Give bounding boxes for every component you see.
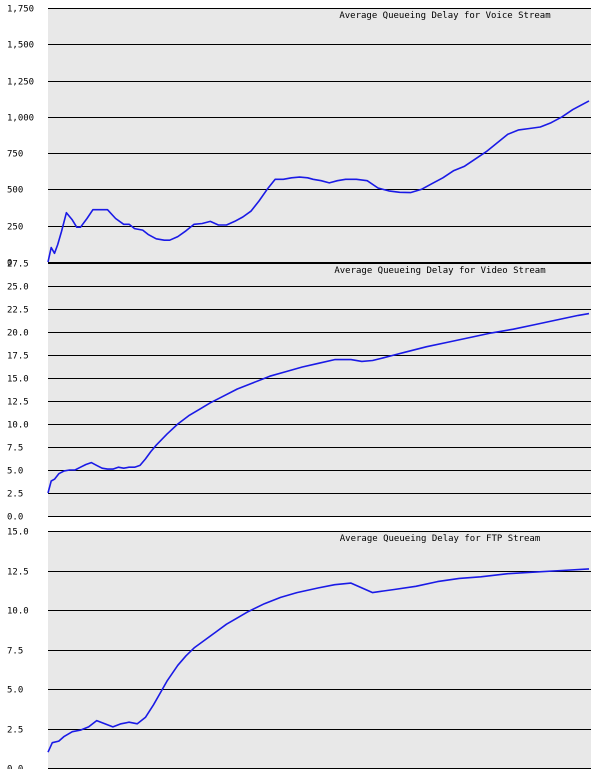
voice-y-tick-label: 1,250	[7, 78, 34, 88]
voice-chart-title: Average Queueing Delay for Voice Stream	[339, 11, 550, 21]
video-y-tick-label: 5.0	[7, 467, 23, 477]
video-y-tick-label: 17.5	[7, 352, 29, 362]
video-y-tick-label: 10.0	[7, 421, 29, 431]
video-y-tick-label: 22.5	[7, 306, 29, 316]
ftp-plot-area	[48, 531, 591, 768]
video-y-tick-label: 12.5	[7, 398, 29, 408]
ftp-y-tick-label: 7.5	[7, 647, 23, 657]
video-y-tick-label: 0.0	[7, 513, 23, 523]
voice-delay-chart: 0 250 500 750 1,000 1,250 1,500 1,750 Average Qu…	[7, 5, 591, 269]
voice-plot-area	[48, 8, 591, 262]
voice-y-tick-label: 0	[7, 259, 12, 269]
video-plot-area	[48, 263, 591, 516]
ftp-chart-title: Average Queueing Delay for FTP Stream	[340, 534, 540, 544]
voice-delay-series-line	[47, 100, 590, 263]
video-y-tick-label: 7.5	[7, 444, 23, 454]
voice-y-tick-label: 250	[7, 223, 23, 233]
ftp-y-tick-label: 5.0	[7, 686, 23, 696]
video-y-tick-label: 25.0	[7, 283, 29, 293]
video-y-tick-label: 15.0	[7, 375, 29, 385]
video-y-tick-label: 2.5	[7, 490, 23, 500]
voice-y-tick-label: 750	[7, 150, 23, 160]
ftp-delay-chart: 0.0 2.5 5.0 7.5 10.0 12.5 15.0 Average Queueing…	[7, 528, 591, 769]
voice-y-tick-label: 500	[7, 186, 23, 196]
voice-y-tick-label: 1,750	[7, 5, 34, 15]
ftp-y-tick-label: 15.0	[7, 528, 29, 538]
video-delay-chart: 0.0 2.5 5.0 7.5 10.0 12.5 15.0 17.5 20.0 22.5 25.0…	[7, 260, 591, 523]
ftp-y-tick-label: 0.0	[7, 765, 23, 769]
video-chart-title: Average Queueing Delay for Video Stream	[334, 266, 545, 276]
video-delay-series-line	[47, 312, 590, 494]
voice-y-tick-label: 1,000	[7, 114, 34, 124]
ftp-y-tick-label: 2.5	[7, 726, 23, 736]
video-y-tick-label: 27.5	[7, 260, 29, 270]
voice-y-tick-label: 1,500	[7, 41, 34, 51]
ftp-y-tick-label: 10.0	[7, 607, 29, 617]
ftp-delay-series-line	[47, 568, 590, 753]
ftp-y-tick-label: 12.5	[7, 568, 29, 578]
video-y-tick-label: 20.0	[7, 329, 29, 339]
